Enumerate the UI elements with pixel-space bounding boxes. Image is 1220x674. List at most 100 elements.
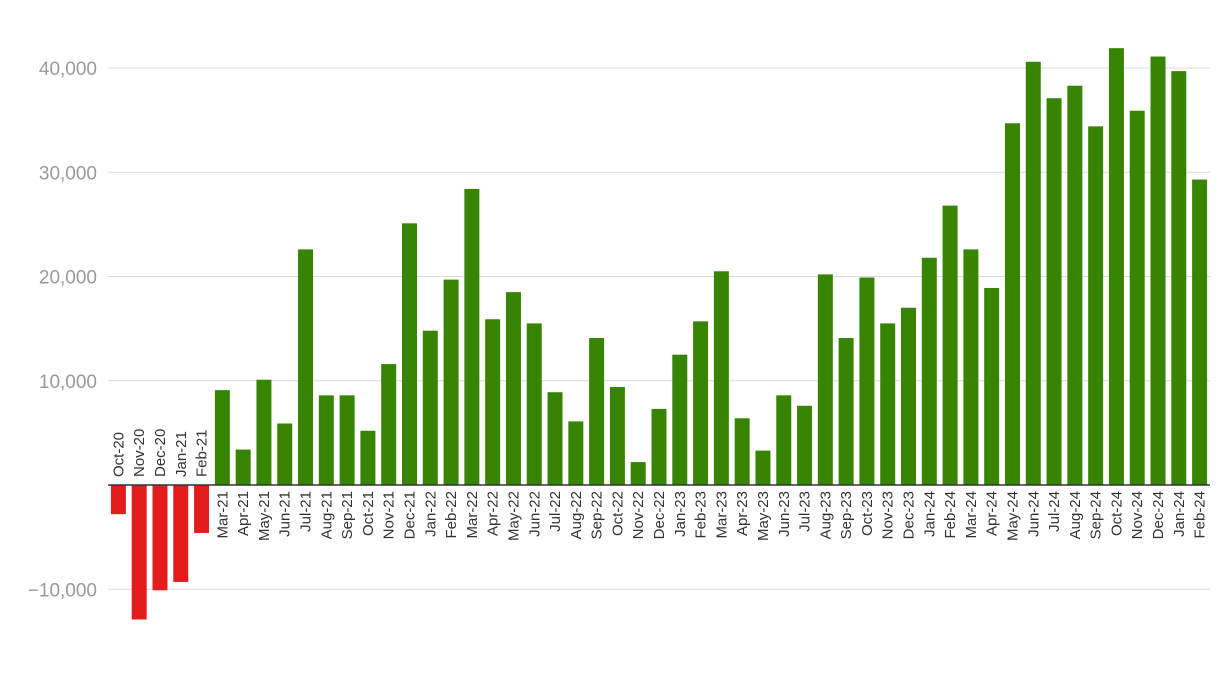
x-tick-label: Sep-24: [1088, 491, 1105, 539]
y-tick-label: 10,000: [39, 372, 97, 393]
bar: [360, 430, 376, 485]
bar: [1150, 56, 1166, 485]
bar: [880, 323, 896, 485]
x-tick-label: Feb-22: [443, 491, 460, 539]
bar: [1004, 123, 1020, 485]
x-tick-label: Nov-24: [1129, 491, 1146, 539]
x-tick-label: Apr-24: [984, 491, 1001, 536]
x-tick-label: Feb-24: [942, 491, 959, 539]
bar: [984, 287, 1000, 485]
bar: [381, 364, 397, 485]
bar: [235, 449, 251, 485]
bar: [526, 323, 542, 485]
bar: [568, 421, 584, 485]
x-tick-label: Jan-21: [173, 431, 190, 477]
x-tick-label: Oct-24: [1108, 491, 1125, 536]
x-tick-label: Jun-24: [1025, 491, 1042, 537]
x-tick-label: Feb-21: [194, 429, 211, 477]
y-tick-label: 20,000: [39, 268, 97, 289]
bar: [464, 188, 480, 485]
x-tick-label: Jul-24: [1046, 491, 1063, 532]
x-tick-label: Sep-21: [339, 491, 356, 539]
bar: [630, 462, 646, 485]
bar: [838, 338, 854, 485]
bar: [609, 387, 625, 485]
x-tick-label: Jun-22: [526, 491, 543, 537]
bar: [734, 418, 750, 485]
x-tick-label: Jan-22: [422, 491, 439, 537]
bar: [942, 205, 958, 486]
x-tick-label: Dec-20: [152, 429, 169, 477]
bar: [298, 249, 314, 485]
x-tick-label: Nov-21: [381, 491, 398, 539]
x-tick-label: Sep-22: [589, 491, 606, 539]
bar: [1088, 126, 1104, 485]
x-tick-label: Oct-22: [609, 491, 626, 536]
bar: [256, 379, 272, 485]
x-tick-label: Feb-24: [1192, 491, 1209, 539]
bar: [1192, 179, 1208, 486]
x-tick-label: Jul-22: [547, 491, 564, 532]
bar: [963, 249, 979, 485]
bar: [485, 319, 501, 485]
bar: [651, 408, 667, 485]
y-axis-ticks: −10,000 10,000 20,000 30,000 40,000: [28, 59, 97, 601]
x-tick-label: Jan-24: [1171, 491, 1188, 537]
bar: [589, 338, 605, 485]
x-tick-label: Oct-21: [360, 491, 377, 536]
x-tick-label: Mar-23: [713, 491, 730, 539]
bar: [318, 395, 334, 485]
bar: [443, 279, 459, 485]
x-tick-label: Oct-20: [110, 432, 127, 477]
x-tick-label: May-24: [1004, 491, 1021, 541]
x-tick-label: Mar-24: [963, 491, 980, 539]
bar: [1046, 98, 1062, 485]
bar: [776, 395, 792, 485]
x-tick-label: Jun-23: [776, 491, 793, 537]
bar: [755, 450, 771, 485]
x-tick-label: Nov-20: [131, 429, 148, 477]
bar: [110, 485, 126, 515]
bar: [713, 271, 729, 485]
x-tick-label: Aug-21: [318, 491, 335, 539]
bar: [173, 485, 189, 582]
x-tick-label: Mar-21: [214, 491, 231, 539]
bar: [131, 485, 147, 620]
x-tick-label: Aug-24: [1067, 491, 1084, 539]
x-tick-label: Jan-23: [672, 491, 689, 537]
bar: [402, 223, 417, 485]
bar: [339, 395, 355, 485]
x-tick-label: Sep-23: [838, 491, 855, 539]
x-tick-label: May-21: [256, 491, 273, 541]
y-tick-label: 40,000: [39, 59, 97, 80]
x-tick-label: Jul-23: [797, 491, 814, 532]
bar: [921, 257, 937, 485]
bar: [422, 330, 438, 485]
x-tick-label: Mar-22: [464, 491, 481, 539]
bar: [277, 423, 293, 485]
bars: [110, 48, 1208, 620]
x-tick-label: Apr-22: [485, 491, 502, 536]
bar: [194, 485, 210, 533]
bar: [1108, 48, 1124, 485]
y-tick-label: 30,000: [39, 163, 97, 184]
x-tick-label: Nov-22: [630, 491, 647, 539]
bar: [1025, 61, 1041, 485]
bar: [817, 274, 833, 485]
x-tick-label: May-23: [755, 491, 772, 541]
bar: [859, 277, 875, 485]
x-tick-label: Jul-21: [298, 491, 315, 532]
bar: [693, 321, 709, 485]
x-tick-label: Aug-22: [568, 491, 585, 539]
bar: [1129, 110, 1145, 486]
bar: [505, 292, 521, 485]
bar: [1067, 85, 1083, 485]
x-tick-label: Apr-21: [235, 491, 252, 536]
x-tick-label: Jan-24: [921, 491, 938, 537]
bar: [152, 485, 168, 591]
x-tick-label: Dec-22: [651, 491, 668, 539]
bar: [1171, 71, 1187, 485]
